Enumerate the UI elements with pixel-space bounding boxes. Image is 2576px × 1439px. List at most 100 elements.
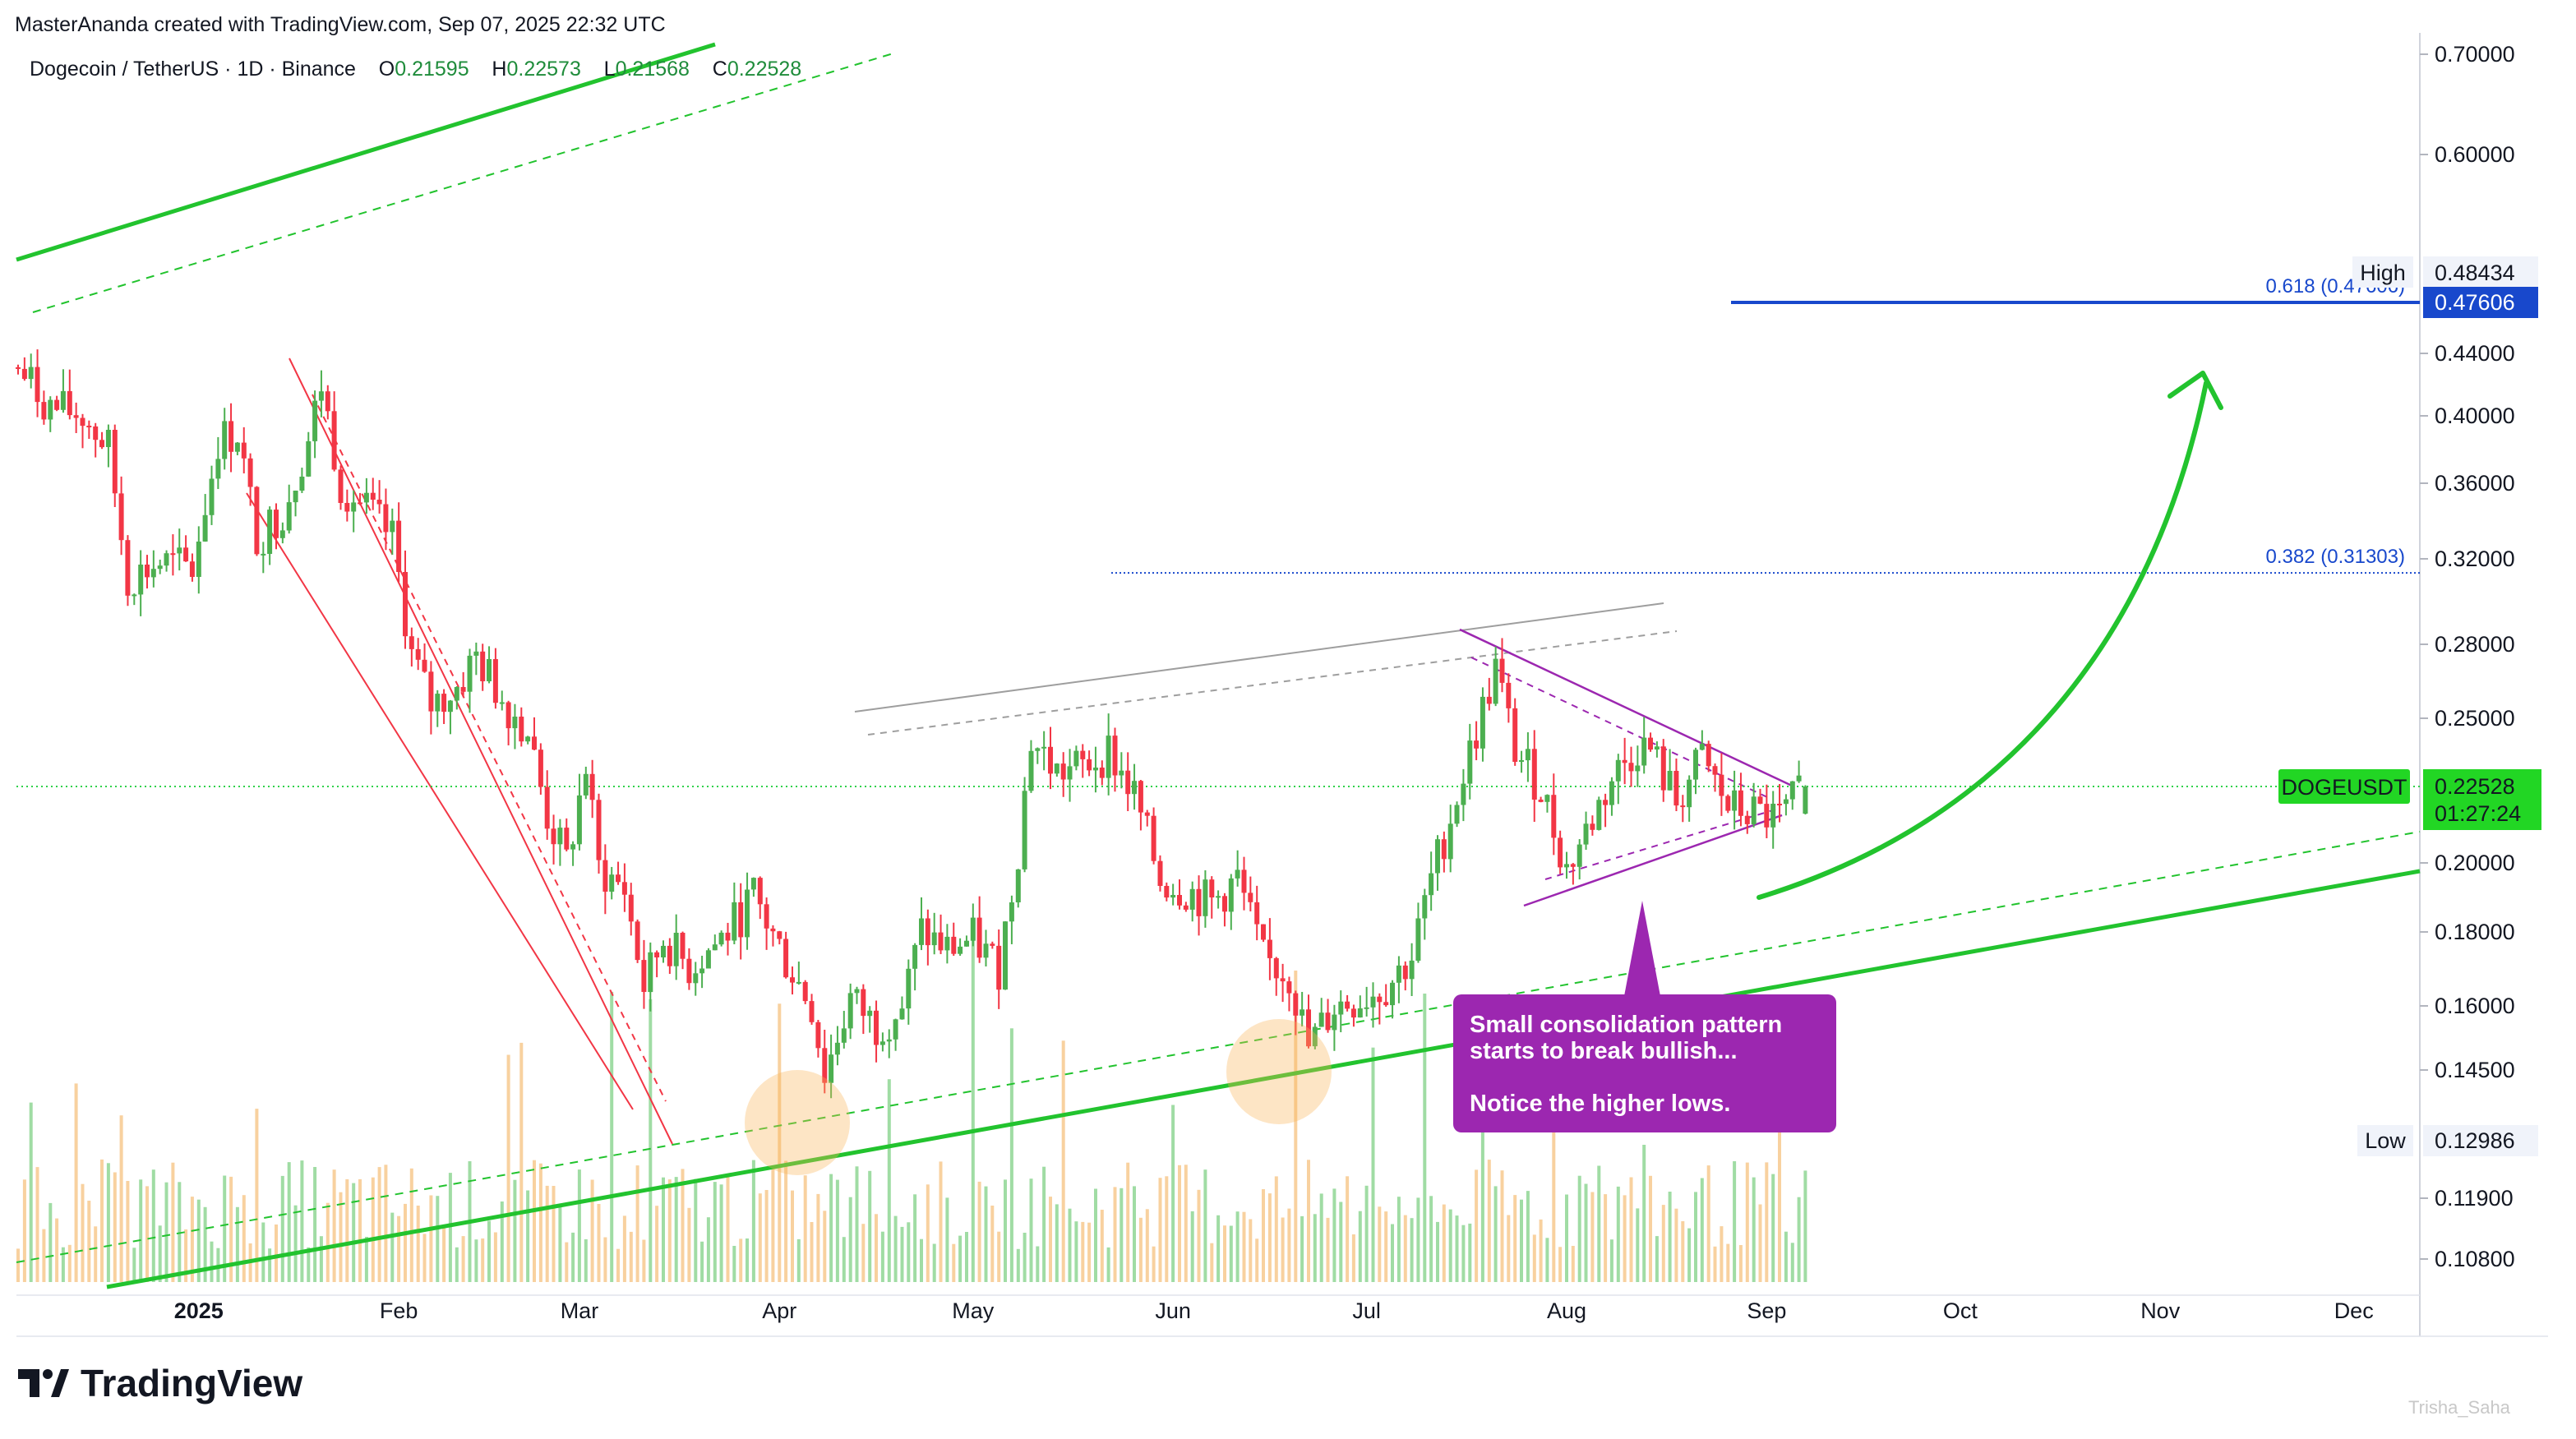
candle (338, 465, 344, 510)
candle (170, 534, 176, 576)
candle-body (570, 844, 576, 850)
volume-bar (1358, 1211, 1362, 1282)
volume-bar (229, 1176, 233, 1282)
volume-bar (1158, 1178, 1162, 1282)
candle-body (229, 421, 234, 452)
high-tag-label: High (2360, 261, 2406, 285)
candle (1654, 741, 1660, 758)
candle-body (112, 430, 118, 494)
candle-body (435, 694, 441, 712)
current-price-label: 0.22528 (2435, 774, 2515, 799)
low-value: 0.21568 (615, 58, 690, 81)
volume-bar (1396, 1197, 1401, 1282)
candle-body (164, 553, 169, 566)
volume-bar (1616, 1186, 1620, 1282)
candle-body (1693, 749, 1698, 780)
volume-bar (1713, 1246, 1717, 1282)
candle-body (196, 542, 201, 577)
candle-body (596, 800, 602, 860)
gray-resistance (854, 602, 1664, 713)
candle (28, 353, 34, 389)
callout-pointer (1624, 901, 1660, 996)
volume-bar (1184, 1165, 1188, 1282)
candle-body (654, 952, 660, 957)
volume-bar (1294, 971, 1298, 1282)
tradingview-logo[interactable]: TradingView (18, 1361, 302, 1405)
volume-bar (1609, 1239, 1613, 1282)
candle-body (1144, 812, 1150, 816)
volume-bar (87, 1201, 91, 1282)
candle-body (1480, 696, 1485, 749)
candle-body (267, 510, 273, 554)
volume-bar (1687, 1228, 1692, 1282)
candle (189, 553, 195, 582)
candle-body (783, 939, 789, 978)
candle (1706, 740, 1711, 773)
volume-bar (1016, 1248, 1020, 1282)
candle-body (886, 1039, 892, 1042)
volume-bar (1475, 1169, 1479, 1282)
volume-bar (1642, 1145, 1646, 1282)
volume-bar (1378, 1206, 1382, 1282)
price-axis-label: 0.40000 (2435, 404, 2515, 428)
volume-bar (1171, 1105, 1175, 1282)
candlestick-series (16, 349, 1808, 1099)
candle-body (1435, 839, 1440, 874)
volume-bar (1661, 1205, 1665, 1282)
volume-bar (1242, 1211, 1246, 1282)
candle-body (1261, 924, 1266, 940)
candle (209, 465, 215, 525)
candle-body (1300, 1009, 1305, 1016)
candle-body (376, 500, 382, 505)
candle (667, 938, 672, 975)
candle-body (738, 902, 744, 938)
candle-body (1099, 768, 1105, 778)
symbol-tag-bg[interactable] (2278, 769, 2410, 805)
volume-bar (764, 1190, 769, 1282)
candle-body (189, 561, 195, 577)
volume-bar (1681, 1221, 1685, 1282)
candle (1067, 749, 1073, 802)
volume-bar (1074, 1221, 1078, 1282)
candle-body (1409, 960, 1415, 980)
candle (1783, 794, 1789, 816)
candle-body (931, 932, 937, 946)
candle (1338, 990, 1344, 1033)
candle (1570, 863, 1576, 885)
author-watermark: Trisha_Saha (2408, 1397, 2510, 1418)
candle-body (1222, 896, 1227, 912)
candle (1506, 673, 1512, 723)
time-axis-label: Aug (1547, 1298, 1586, 1323)
candle-body (1228, 878, 1234, 912)
candle (390, 508, 395, 555)
volume-bar (203, 1206, 207, 1282)
candle-body (1596, 800, 1602, 830)
candle-body (1744, 815, 1750, 824)
candle (854, 986, 860, 1004)
volume-bar (952, 1243, 956, 1282)
candle (738, 883, 744, 960)
candle (506, 700, 511, 745)
candle-body (1073, 750, 1079, 767)
candle-body (1538, 800, 1544, 802)
volume-bar (210, 1241, 214, 1282)
candle (544, 770, 550, 840)
symbol-name[interactable]: Dogecoin / TetherUS · 1D · Binance (30, 58, 356, 81)
volume-bar (1138, 1217, 1143, 1282)
candle-body (1447, 823, 1453, 860)
candle (86, 420, 92, 439)
candle-body (809, 1001, 815, 1022)
volume-bar (958, 1235, 963, 1282)
volume-bar (300, 1160, 304, 1282)
price-axis-label: 0.70000 (2435, 42, 2515, 67)
symbol-legend[interactable]: Dogecoin / TetherUS · 1D · Binance O0.21… (30, 58, 801, 81)
volume-bar (1558, 1247, 1563, 1282)
candle-body (1060, 763, 1066, 780)
candle (1615, 754, 1621, 805)
volume-bar (242, 1195, 246, 1282)
candle-body (1028, 750, 1034, 791)
volume-bar (1165, 1176, 1169, 1282)
